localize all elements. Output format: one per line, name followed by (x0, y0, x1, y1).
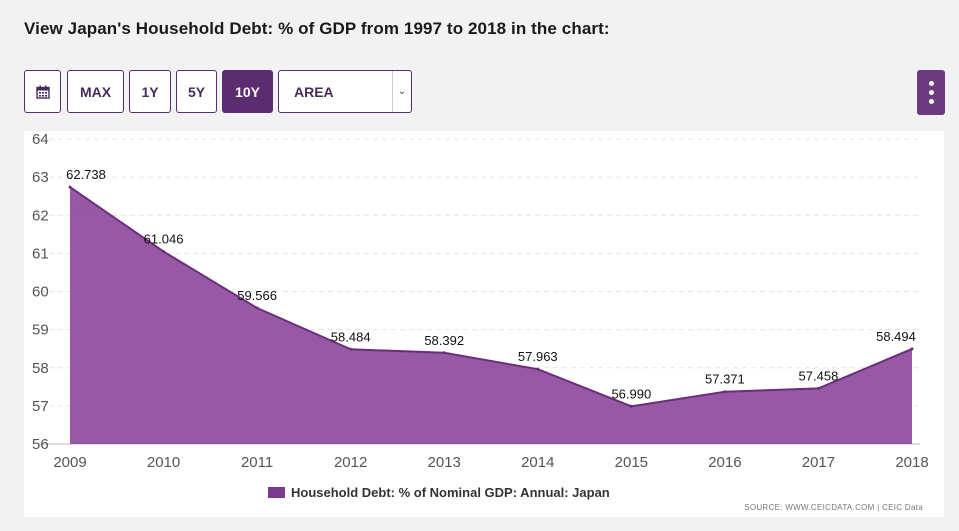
data-point (723, 390, 727, 394)
source-credit: SOURCE: WWW.CEICDATA.COM | CEIC Data (744, 503, 923, 512)
data-label: 56.990 (611, 386, 651, 401)
range-1y-button[interactable]: 1Y (129, 70, 171, 113)
data-point (629, 404, 633, 408)
page-title: View Japan's Household Debt: % of GDP fr… (24, 19, 610, 38)
chart-legend[interactable]: Household Debt: % of Nominal GDP: Annual… (268, 485, 610, 500)
x-tick-label: 2012 (334, 454, 367, 471)
data-point (255, 306, 259, 310)
chart-type-value: AREA (294, 83, 334, 100)
data-label: 57.963 (518, 349, 558, 364)
legend-label: Household Debt: % of Nominal GDP: Annual… (291, 485, 610, 500)
y-tick-label: 63 (32, 169, 49, 186)
x-tick-label: 2015 (615, 454, 648, 471)
y-tick-label: 62 (32, 207, 49, 224)
chart-menu-button[interactable] (917, 70, 945, 115)
data-label: 58.494 (876, 329, 916, 344)
data-label: 58.392 (424, 333, 464, 348)
range-5y-button[interactable]: 5Y (176, 70, 217, 113)
data-point (910, 347, 914, 351)
y-tick-label: 59 (32, 322, 49, 339)
y-tick-label: 61 (32, 245, 49, 262)
data-label: 58.484 (331, 329, 371, 344)
data-label: 57.371 (705, 372, 745, 387)
calendar-button[interactable] (24, 70, 61, 113)
x-tick-label: 2011 (241, 454, 273, 471)
data-point (442, 351, 446, 355)
chart-type-select[interactable]: AREA ⌄ (278, 70, 412, 113)
data-point (68, 185, 72, 189)
x-tick-label: 2016 (708, 454, 741, 471)
y-tick-label: 64 (32, 131, 49, 148)
y-tick-label: 60 (32, 284, 49, 301)
x-tick-label: 2010 (147, 454, 180, 471)
chevron-down-icon: ⌄ (392, 71, 411, 112)
data-label: 61.046 (144, 232, 184, 247)
legend-swatch (268, 487, 285, 498)
x-tick-label: 2013 (428, 454, 461, 471)
calendar-icon (35, 85, 50, 99)
data-label: 59.566 (237, 288, 277, 303)
data-label: 57.458 (799, 368, 839, 383)
data-point (816, 386, 820, 390)
vertical-dots-icon (928, 81, 934, 86)
x-tick-label: 2018 (895, 454, 928, 471)
y-tick-label: 58 (32, 360, 49, 377)
range-max-button[interactable]: MAX (67, 70, 124, 113)
y-tick-label: 56 (32, 436, 49, 453)
data-point (536, 367, 540, 371)
range-10y-button[interactable]: 10Y (222, 70, 273, 113)
x-tick-label: 2014 (521, 454, 554, 471)
data-point (162, 250, 166, 254)
data-point (349, 347, 353, 351)
x-tick-label: 2009 (53, 454, 86, 471)
series-line (69, 186, 913, 408)
series-area (70, 187, 912, 444)
y-tick-label: 57 (32, 398, 49, 415)
x-tick-label: 2017 (802, 454, 835, 471)
data-label: 62.738 (66, 167, 106, 182)
